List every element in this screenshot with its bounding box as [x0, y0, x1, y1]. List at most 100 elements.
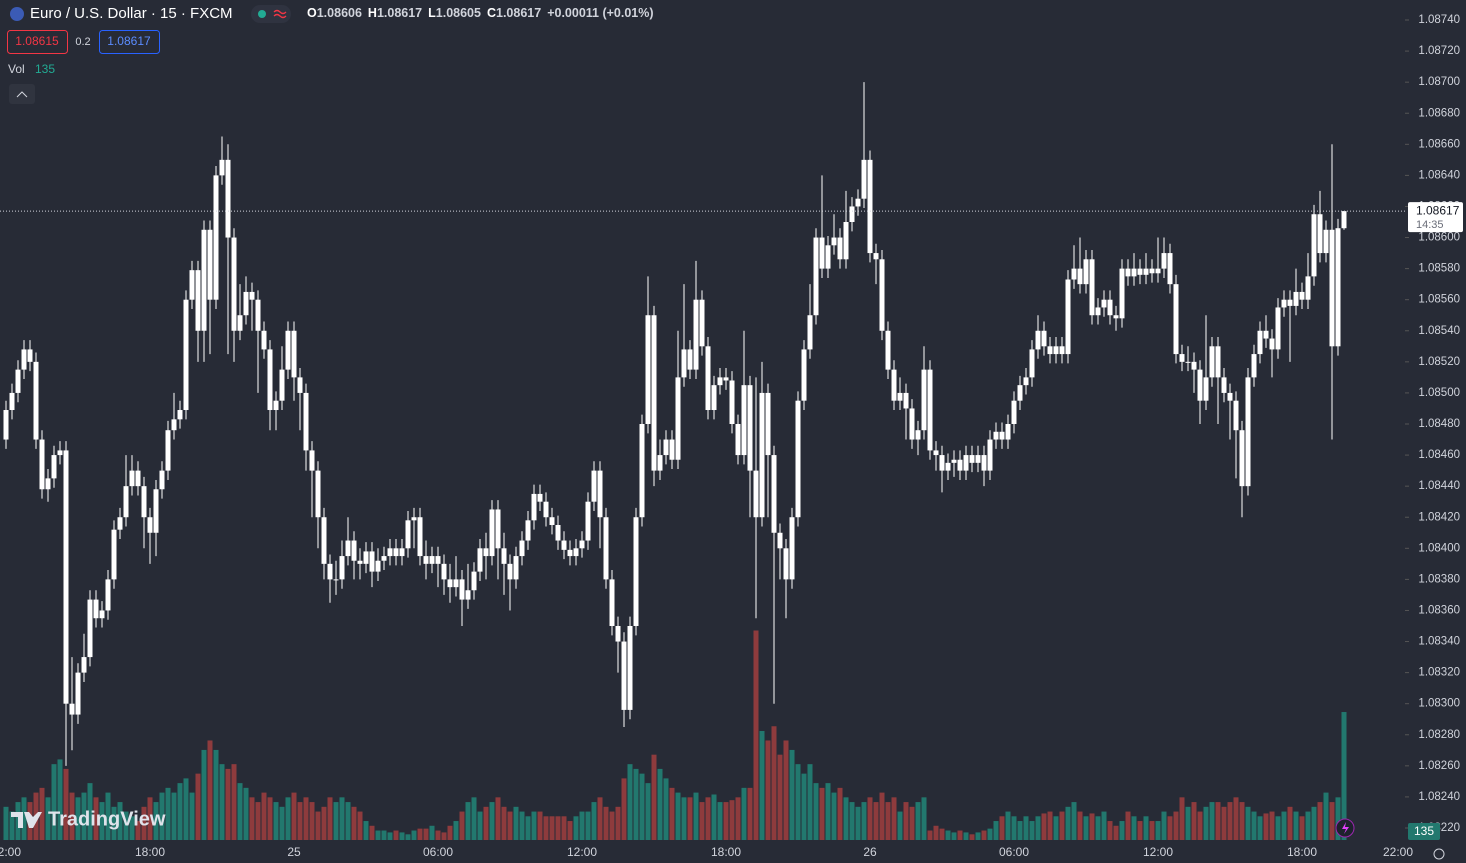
volume-bar	[717, 802, 723, 840]
candle-body	[45, 478, 51, 490]
volume-bar	[1155, 821, 1161, 840]
candle-body	[441, 563, 447, 580]
volume-bar	[243, 787, 249, 840]
collapse-icon[interactable]	[16, 91, 28, 98]
x-tick-label: 12:00	[0, 845, 21, 859]
candle-body	[1269, 338, 1275, 350]
volume-bar	[1317, 802, 1323, 840]
volume-bar	[81, 792, 87, 840]
candle-body	[783, 548, 789, 580]
candle-body	[903, 392, 909, 409]
ohlc-label: H	[368, 6, 377, 20]
volume-bar	[201, 749, 207, 840]
volume-bar	[183, 778, 189, 840]
candle-body	[81, 657, 87, 673]
candle-body	[1245, 377, 1251, 487]
volume-bar	[945, 830, 951, 840]
volume-bar	[1107, 821, 1113, 840]
candle-body	[1029, 349, 1035, 378]
candle-body	[531, 493, 537, 521]
volume-bar	[1329, 802, 1335, 840]
candle-body	[1149, 268, 1155, 274]
volume-bar	[903, 802, 909, 840]
candle-body	[1053, 346, 1059, 355]
candle-body	[1047, 346, 1053, 355]
ask-price[interactable]: 1.08617	[107, 34, 151, 48]
candle-body	[1335, 228, 1341, 347]
candle-body	[159, 470, 165, 490]
volume-bar	[741, 787, 747, 840]
bid-price[interactable]: 1.08615	[15, 34, 59, 48]
candle-body	[951, 459, 957, 463]
candle-body	[237, 315, 243, 331]
volume-bar	[747, 787, 753, 840]
candle-body	[669, 439, 675, 460]
volume-bar	[777, 754, 783, 840]
volume-bar	[1287, 806, 1293, 840]
y-tick-label: 1.08360	[1418, 604, 1460, 616]
volume-bar	[1257, 816, 1263, 840]
candle-layer	[3, 82, 1347, 766]
volume-bar	[237, 783, 243, 840]
volume-bar	[879, 792, 885, 840]
candle-body	[861, 159, 867, 199]
bid-box[interactable]	[7, 30, 68, 54]
candle-body	[1251, 354, 1257, 378]
volume-bar	[783, 740, 789, 840]
volume-bar	[627, 764, 633, 840]
volume-bar	[1071, 802, 1077, 840]
candle-body	[1161, 253, 1167, 269]
candle-body	[651, 315, 657, 471]
settings-icon[interactable]	[1433, 848, 1445, 860]
candle-body	[597, 470, 603, 518]
candle-body	[303, 392, 309, 451]
x-tick-label: 18:00	[1287, 845, 1317, 859]
volume-bar	[639, 773, 645, 840]
ask-box[interactable]	[99, 30, 160, 54]
candle-body	[525, 520, 531, 541]
watermark-logo	[11, 812, 42, 828]
candle-body	[387, 548, 393, 557]
candle-body	[1185, 361, 1191, 363]
y-tick-label: 1.08560	[1418, 294, 1460, 306]
candle-body	[891, 369, 897, 401]
volume-bar	[327, 797, 333, 840]
collapse-button[interactable]	[9, 84, 35, 104]
candle-body	[153, 489, 159, 533]
ohlc-legend: O1.08606 H1.08617 L1.08605 C1.08617 +0.00011…	[307, 6, 654, 20]
x-tick-label: 06:00	[423, 845, 453, 859]
candle-body	[63, 450, 69, 704]
volume-bar	[1113, 825, 1119, 840]
candle-body	[267, 349, 273, 411]
candle-body	[897, 392, 903, 401]
volume-bar	[1041, 813, 1047, 840]
candle-body	[1095, 307, 1101, 316]
candle-body	[1233, 400, 1239, 431]
y-tick-label: 1.08280	[1418, 729, 1460, 741]
candle-body	[273, 400, 279, 411]
candle-body	[675, 377, 681, 460]
lightning-icon[interactable]	[1342, 822, 1349, 834]
candle-body	[9, 392, 15, 411]
candle-body	[1239, 430, 1245, 487]
volume-bar	[177, 783, 183, 840]
candle-body	[969, 455, 975, 463]
volume-bar	[519, 811, 525, 840]
candle-body	[33, 361, 39, 440]
candle-body	[1035, 330, 1041, 350]
candle-body	[573, 548, 579, 557]
volume-bar	[723, 802, 729, 840]
candle-body	[27, 349, 33, 362]
volume-bar	[1215, 802, 1221, 840]
volume-bar	[909, 806, 915, 840]
y-tick-label: 1.08380	[1418, 573, 1460, 585]
candle-body	[537, 493, 543, 502]
volume-bar	[807, 764, 813, 840]
candle-body	[957, 459, 963, 471]
candle-body	[141, 486, 147, 518]
volume-bar	[579, 811, 585, 840]
volume-bar	[225, 768, 231, 840]
volume-bar	[699, 802, 705, 840]
candle-body	[813, 237, 819, 316]
